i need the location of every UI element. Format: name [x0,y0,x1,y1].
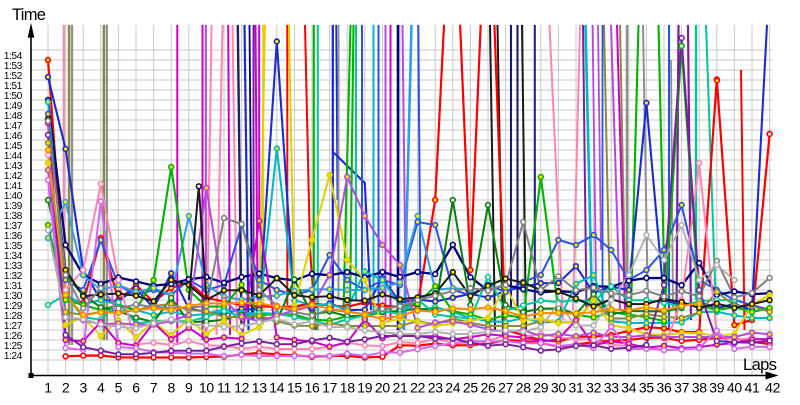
svg-text:3: 3 [79,380,87,396]
svg-text:35: 35 [639,380,654,396]
svg-text:1:32: 1:32 [4,271,23,282]
svg-text:15: 15 [287,380,302,396]
svg-text:1:37: 1:37 [4,221,23,232]
svg-text:32: 32 [586,380,601,396]
svg-text:1:52: 1:52 [4,71,23,82]
svg-text:34: 34 [621,380,636,396]
svg-text:9: 9 [185,380,193,396]
svg-text:1:39: 1:39 [4,201,23,212]
svg-text:1:27: 1:27 [4,321,23,332]
svg-text:1:34: 1:34 [4,251,23,262]
svg-text:27: 27 [498,380,513,396]
svg-text:17: 17 [322,380,337,396]
svg-text:1:29: 1:29 [4,301,23,312]
svg-text:7: 7 [150,380,158,396]
svg-text:19: 19 [357,380,372,396]
svg-text:2: 2 [62,380,70,396]
svg-text:30: 30 [551,380,566,396]
svg-text:18: 18 [340,380,355,396]
svg-text:10: 10 [199,380,214,396]
svg-text:8: 8 [167,380,175,396]
svg-text:1:25: 1:25 [4,341,23,352]
svg-text:41: 41 [745,380,760,396]
svg-text:1:43: 1:43 [4,161,23,172]
svg-text:40: 40 [727,380,742,396]
svg-text:1:41: 1:41 [4,181,23,192]
svg-text:23: 23 [428,380,443,396]
svg-text:29: 29 [533,380,548,396]
svg-text:6: 6 [132,380,140,396]
svg-text:1:33: 1:33 [4,261,23,272]
svg-text:20: 20 [375,380,390,396]
svg-text:39: 39 [709,380,724,396]
svg-text:4: 4 [97,380,105,396]
svg-text:36: 36 [657,380,672,396]
svg-text:1:36: 1:36 [4,231,23,242]
svg-text:1:42: 1:42 [4,171,23,182]
svg-text:1:47: 1:47 [4,121,23,132]
svg-text:1:31: 1:31 [4,281,23,292]
svg-text:22: 22 [410,380,425,396]
svg-text:1:44: 1:44 [4,151,23,162]
svg-text:1:50: 1:50 [4,91,23,102]
svg-text:1:24: 1:24 [4,351,23,362]
svg-text:1:35: 1:35 [4,241,23,252]
svg-text:12: 12 [234,380,249,396]
svg-text:Laps: Laps [743,356,777,374]
svg-text:33: 33 [604,380,619,396]
svg-text:42: 42 [765,380,780,396]
svg-text:11: 11 [217,380,231,396]
svg-text:13: 13 [252,380,267,396]
svg-text:1:48: 1:48 [4,111,23,122]
svg-text:1:54: 1:54 [4,51,23,62]
svg-text:1:40: 1:40 [4,191,23,202]
svg-text:38: 38 [692,380,707,396]
svg-text:1:53: 1:53 [4,61,23,72]
svg-text:25: 25 [463,380,478,396]
svg-text:37: 37 [674,380,689,396]
svg-text:1:46: 1:46 [4,131,23,142]
svg-text:Time: Time [12,6,46,24]
svg-text:1:38: 1:38 [4,211,23,222]
svg-text:1:28: 1:28 [4,311,23,322]
svg-text:5: 5 [115,380,123,396]
svg-text:1:26: 1:26 [4,331,23,342]
svg-text:16: 16 [305,380,320,396]
svg-text:21: 21 [393,380,408,396]
svg-text:1:45: 1:45 [4,141,23,152]
svg-text:1:30: 1:30 [4,291,23,302]
svg-text:28: 28 [516,380,531,396]
svg-text:1: 1 [44,380,52,396]
svg-text:26: 26 [481,380,496,396]
svg-text:1:51: 1:51 [4,81,23,92]
svg-text:1:49: 1:49 [4,101,23,112]
svg-text:24: 24 [445,380,460,396]
svg-text:31: 31 [569,380,584,396]
svg-text:14: 14 [269,380,284,396]
